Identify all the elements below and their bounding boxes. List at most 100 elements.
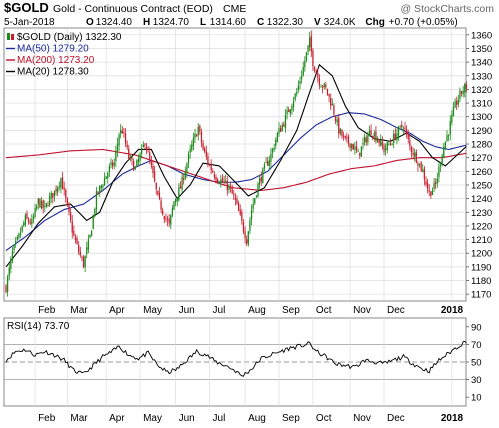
candle-body [344,135,346,138]
candle-body [454,101,456,108]
candle-body [286,110,288,115]
ohlc-label: H [143,17,150,28]
candle-body [422,169,424,172]
candle-body [42,200,44,208]
candle-body [444,141,447,149]
candle-body [205,151,207,157]
candle-body [394,133,396,140]
price-xtick-label: Mar [70,305,88,316]
candle-body [279,128,282,132]
candle-body [326,88,329,95]
candle-body [178,187,180,200]
price-ytick-label: 1310 [471,99,492,110]
candle-body [121,130,123,134]
candle-body [294,93,296,100]
candle-body [412,152,414,155]
ohlc-label: C [257,17,264,28]
candle-body [53,190,56,197]
candle-body [321,86,324,88]
candle-body [124,133,127,144]
candle-body [373,132,375,137]
candle-body [254,198,256,204]
candle-body [16,237,18,240]
candle-body [39,198,41,208]
candle-body [420,161,422,171]
candle-body [320,86,322,88]
price-ytick-label: 1330 [471,71,492,82]
candle-body [61,177,64,190]
candle-body [73,231,75,236]
candle-body [226,181,228,191]
candle-body [31,219,33,224]
candle-body [113,162,115,166]
candle-body [464,84,466,93]
candle-body [426,182,429,189]
candle-body [179,185,182,189]
price-ytick-label: 1210 [471,235,492,246]
price-panel-frame [3,27,467,302]
candle-body [441,155,443,164]
rsi-ytick-label: 50 [471,358,482,369]
price-ytick-label: 1250 [471,180,492,191]
candle-body [292,101,295,108]
candle-body [384,148,387,150]
candle-body [90,230,93,237]
ohlc-value: 1322.30 [267,17,304,28]
candle-body [246,239,248,244]
candle-body [446,135,448,141]
ma-line-ma20 [5,63,467,268]
candle-body [234,197,237,200]
candle-body [123,131,125,134]
rsi-xtick-label: 2018 [441,413,464,424]
candle-body [349,143,351,148]
candle-body [307,45,309,52]
candle-body [68,204,70,212]
candle-body [60,178,62,188]
candle-body [430,191,432,196]
price-xtick-label: Dec [387,305,405,316]
candle-body [305,52,308,61]
candle-body [386,142,388,151]
candle-body [260,177,262,182]
price-ytick-label: 1170 [471,290,491,301]
candle-body [50,192,52,198]
candle-body [213,174,216,178]
candle-body [428,189,430,192]
price-ytick-label: 1340 [471,58,492,69]
ohlc-value: 1324.70 [153,17,190,28]
candle-body [310,36,312,52]
rsi-xtick-label: Dec [387,413,405,424]
candle-body [26,213,28,219]
candle-body [447,134,450,136]
candle-body [86,247,88,255]
candle-body [110,162,112,165]
price-xtick-label: Oct [316,305,332,316]
rsi-ytick-label: 70 [471,340,482,351]
rsi-xtick-label: May [143,413,162,424]
candle-body [5,285,7,293]
candle-body [457,99,459,105]
ma-line-ma200 [5,148,467,191]
price-xtick-label: 2018 [441,305,464,316]
candle-body [100,185,102,188]
candle-body [10,258,12,269]
candle-body [173,201,175,210]
candle-body [331,104,333,106]
candle-body [157,190,159,195]
candle-body [120,129,122,134]
candle-body [462,90,464,95]
candle-body [267,161,269,166]
price-xtick-label: May [143,305,162,316]
candle-body [32,216,35,220]
legend-entry-text: MA(20) 1278.30 [17,67,89,78]
candle-body [365,137,367,143]
candle-body [375,131,377,141]
candle-body [415,151,417,163]
candle-body [239,210,241,215]
candle-body [141,147,143,154]
candle-body [21,225,23,232]
candle-body [265,161,267,164]
candle-body [325,84,327,88]
candle-body [78,245,80,252]
ohlc-value: 1314.60 [210,17,247,28]
